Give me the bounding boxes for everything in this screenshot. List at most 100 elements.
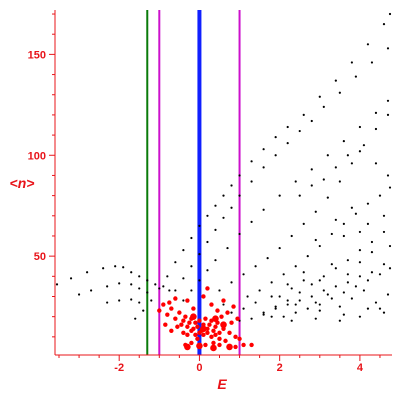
data-point	[169, 328, 174, 333]
data-point	[223, 338, 228, 344]
data-point	[214, 204, 217, 207]
data-point	[298, 129, 301, 133]
data-point	[330, 263, 333, 266]
data-point	[342, 140, 345, 143]
data-point	[278, 246, 281, 250]
data-point	[215, 308, 220, 313]
data-point	[334, 267, 337, 270]
data-point	[354, 212, 357, 215]
data-point	[290, 287, 293, 290]
data-point	[184, 343, 191, 351]
data-point	[346, 154, 349, 157]
data-point	[302, 279, 305, 282]
data-point	[138, 287, 141, 290]
data-point	[205, 330, 210, 336]
data-point	[201, 294, 206, 299]
data-point	[294, 311, 297, 314]
data-point	[386, 174, 390, 177]
data-point	[274, 307, 277, 310]
data-point	[358, 261, 362, 264]
data-point	[382, 311, 386, 314]
data-point	[326, 293, 329, 296]
data-point	[206, 214, 209, 217]
data-point	[118, 299, 121, 302]
data-point	[310, 184, 313, 187]
data-point	[130, 283, 133, 286]
data-point	[166, 275, 169, 278]
data-point	[270, 295, 273, 298]
data-point	[167, 300, 172, 305]
data-point	[298, 299, 301, 302]
data-point	[235, 316, 240, 321]
data-point	[334, 218, 337, 221]
data-point	[195, 336, 200, 342]
data-point	[154, 283, 157, 286]
data-point	[346, 273, 349, 276]
data-point	[314, 301, 317, 304]
data-point	[138, 301, 141, 304]
data-point	[378, 194, 382, 197]
data-point	[370, 61, 374, 64]
data-point	[213, 332, 218, 338]
data-point	[219, 314, 224, 319]
data-point	[282, 315, 285, 318]
data-point	[342, 234, 345, 238]
data-point	[254, 301, 257, 304]
data-point	[90, 289, 93, 292]
data-point	[226, 343, 233, 351]
data-point	[179, 322, 184, 327]
data-point	[270, 281, 273, 284]
data-point	[102, 267, 105, 270]
data-point	[218, 289, 221, 292]
data-point	[386, 99, 390, 102]
data-point	[310, 295, 313, 298]
data-point	[241, 342, 246, 348]
data-point	[190, 265, 193, 268]
data-point	[183, 314, 188, 319]
data-point	[338, 180, 341, 183]
data-point	[175, 324, 180, 329]
data-point	[334, 166, 337, 169]
data-point	[200, 325, 207, 333]
data-point	[217, 330, 222, 336]
data-point	[169, 306, 174, 311]
data-point	[386, 113, 390, 117]
data-point	[197, 330, 202, 336]
data-point	[378, 307, 382, 310]
data-point	[229, 320, 234, 325]
data-point	[206, 269, 209, 272]
data-point	[114, 265, 117, 268]
data-point	[220, 321, 227, 329]
data-point	[302, 113, 305, 117]
data-point	[338, 319, 341, 322]
data-point	[191, 306, 196, 311]
data-point	[258, 289, 261, 292]
data-point	[318, 244, 321, 248]
data-point	[222, 303, 225, 306]
data-point	[122, 266, 125, 269]
data-point	[163, 322, 168, 327]
data-point	[233, 334, 238, 340]
data-point	[230, 206, 233, 209]
data-point	[366, 307, 370, 310]
data-point	[388, 186, 392, 189]
x-axis-ticks: -2 0 2 4	[58, 355, 381, 374]
data-point	[177, 310, 182, 315]
data-point	[158, 287, 161, 290]
data-point	[174, 289, 177, 292]
data-point	[358, 275, 362, 278]
data-point	[198, 253, 201, 256]
data-point	[242, 273, 245, 276]
data-point	[330, 232, 333, 236]
data-point	[238, 194, 241, 197]
data-point	[374, 301, 378, 304]
data-point	[322, 178, 325, 181]
data-point	[187, 320, 192, 325]
data-point	[211, 328, 216, 333]
data-point	[358, 125, 362, 129]
data-point	[350, 61, 353, 64]
data-point	[350, 297, 353, 300]
data-point	[314, 238, 317, 242]
data-point	[378, 273, 382, 276]
data-point	[326, 196, 329, 199]
